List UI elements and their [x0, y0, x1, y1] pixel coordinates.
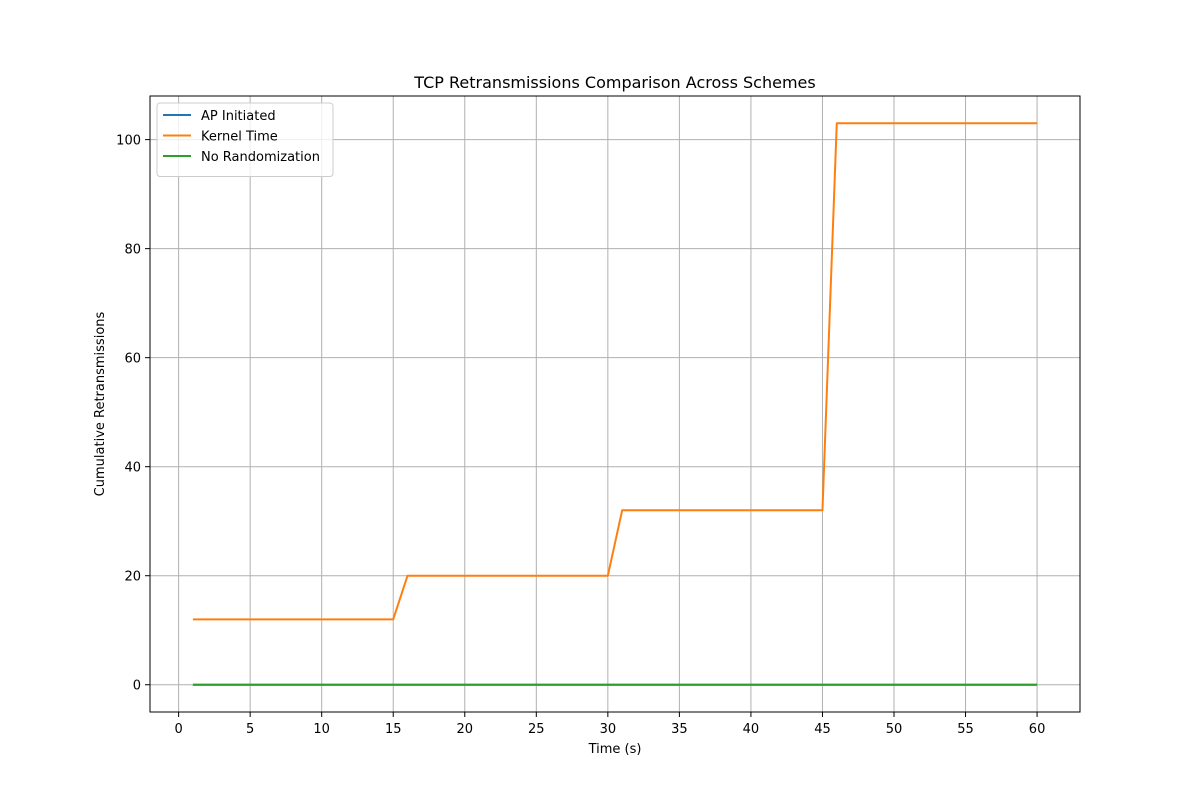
- x-axis-label: Time (s): [588, 742, 642, 757]
- legend-label: Kernel Time: [201, 130, 278, 145]
- x-tick-label: 55: [957, 722, 974, 737]
- x-tick-label: 35: [671, 722, 688, 737]
- y-tick-label: 80: [124, 243, 141, 258]
- series-line-kernel-time: [192, 122, 1038, 621]
- y-tick-label: 20: [124, 570, 141, 585]
- y-tick-label: 0: [133, 679, 141, 694]
- x-tick-label: 0: [174, 722, 182, 737]
- x-tick-label: 10: [313, 722, 330, 737]
- x-tick-label: 30: [600, 722, 617, 737]
- legend: AP Initiated Kernel Time No Randomization: [156, 102, 334, 177]
- series-layer: [192, 122, 1038, 686]
- x-tick-label: 40: [743, 722, 760, 737]
- x-tick-label: 50: [886, 722, 903, 737]
- y-tick-label: 60: [124, 352, 141, 367]
- plot-area-frame: [149, 95, 1081, 713]
- legend-label: No Randomization: [201, 150, 320, 165]
- chart-title: TCP Retransmissions Comparison Across Sc…: [413, 73, 815, 92]
- y-tick-label: 40: [124, 461, 141, 476]
- x-tick-label: 45: [814, 722, 831, 737]
- legend-box: [156, 102, 334, 177]
- x-tick-label: 5: [246, 722, 254, 737]
- y-axis-label: Cumulative Retransmissions: [93, 311, 108, 496]
- y-tick-label: 100: [116, 134, 141, 149]
- x-tick-label: 60: [1029, 722, 1046, 737]
- legend-label: AP Initiated: [201, 109, 276, 124]
- tick-layer: 0 5 10 15 20 25 30 35 40 45 50 55 60 0 20 40 60 80 100: [116, 134, 1045, 737]
- x-tick-label: 25: [528, 722, 545, 737]
- x-tick-label: 15: [385, 722, 402, 737]
- x-tick-label: 20: [456, 722, 473, 737]
